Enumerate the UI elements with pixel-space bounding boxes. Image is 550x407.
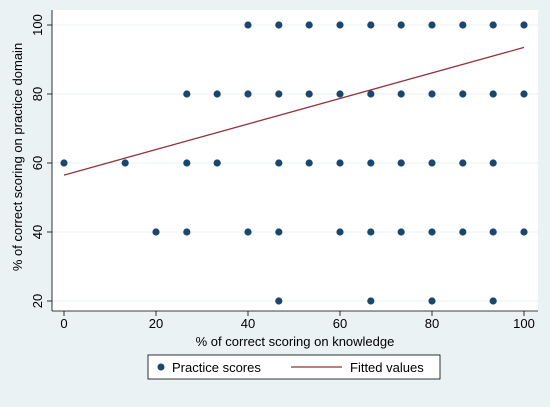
scatter-point xyxy=(275,297,283,305)
scatter-point xyxy=(183,90,191,98)
scatter-point xyxy=(520,90,528,98)
scatter-point xyxy=(244,228,252,236)
x-tick-label-0: 0 xyxy=(60,316,67,331)
scatter-point xyxy=(60,159,68,167)
y-axis-label: % of correct scoring on practice domain xyxy=(10,43,25,271)
x-tick-label-40: 40 xyxy=(241,316,255,331)
x-tick-label-60: 60 xyxy=(333,316,347,331)
scatter-point xyxy=(489,90,497,98)
scatter-point xyxy=(428,21,436,29)
scatter-point xyxy=(305,21,313,29)
scatter-point xyxy=(275,21,283,29)
scatter-point xyxy=(244,90,252,98)
scatter-point xyxy=(213,159,221,167)
legend-label-practice-scores: Practice scores xyxy=(172,360,261,375)
y-axis: 20 40 60 80 100 xyxy=(30,10,53,311)
scatter-point xyxy=(336,90,344,98)
scatter-point xyxy=(275,228,283,236)
scatter-point xyxy=(459,159,467,167)
scatter-point xyxy=(459,21,467,29)
scatter-point xyxy=(489,21,497,29)
legend: Practice scores Fitted values xyxy=(147,354,441,380)
scatter-point xyxy=(305,90,313,98)
scatter-point xyxy=(520,228,528,236)
scatter-point xyxy=(305,159,313,167)
scatter-point xyxy=(336,159,344,167)
scatter-point xyxy=(459,228,467,236)
x-axis-label: % of correct scoring on knowledge xyxy=(196,334,395,349)
scatter-point xyxy=(367,228,375,236)
x-tick-label-20: 20 xyxy=(149,316,163,331)
fitted-values-line xyxy=(63,46,525,176)
scatter-point xyxy=(459,90,467,98)
scatter-point xyxy=(244,21,252,29)
scatter-point xyxy=(183,159,191,167)
scatter-point xyxy=(489,159,497,167)
scatter-point xyxy=(336,21,344,29)
x-tick-label-80: 80 xyxy=(425,316,439,331)
scatter-point xyxy=(520,21,528,29)
scatter-point xyxy=(275,159,283,167)
scatter-point xyxy=(275,90,283,98)
scatter-point xyxy=(489,297,497,305)
grid-lines xyxy=(52,24,538,302)
x-tick-label-100: 100 xyxy=(513,316,535,331)
scatter-point xyxy=(367,90,375,98)
plot-area xyxy=(52,10,538,311)
scatter-point xyxy=(397,90,405,98)
y-tick-label-60: 60 xyxy=(30,156,45,170)
scatter-point xyxy=(397,21,405,29)
scatter-point xyxy=(213,90,221,98)
scatter-point xyxy=(428,159,436,167)
scatter-point xyxy=(367,21,375,29)
x-axis: 0 20 40 60 80 100 xyxy=(52,310,538,331)
scatter-point xyxy=(367,159,375,167)
scatter-point xyxy=(183,228,191,236)
fit-line-layer xyxy=(63,46,525,176)
legend-marker-practice-scores xyxy=(157,363,165,371)
y-tick-label-80: 80 xyxy=(30,87,45,101)
scatter-point xyxy=(367,297,375,305)
scatter-points-layer xyxy=(60,21,528,305)
scatter-point xyxy=(428,90,436,98)
legend-label-fitted-values: Fitted values xyxy=(350,360,424,375)
scatter-point xyxy=(489,228,497,236)
scatter-point xyxy=(428,297,436,305)
scatter-point xyxy=(152,228,160,236)
scatter-point xyxy=(121,159,129,167)
y-tick-label-100: 100 xyxy=(30,14,45,36)
scatter-point xyxy=(397,228,405,236)
y-tick-label-20: 20 xyxy=(30,294,45,308)
y-tick-label-40: 40 xyxy=(30,225,45,239)
scatter-point xyxy=(336,228,344,236)
scatter-point xyxy=(397,159,405,167)
scatter-point xyxy=(428,228,436,236)
